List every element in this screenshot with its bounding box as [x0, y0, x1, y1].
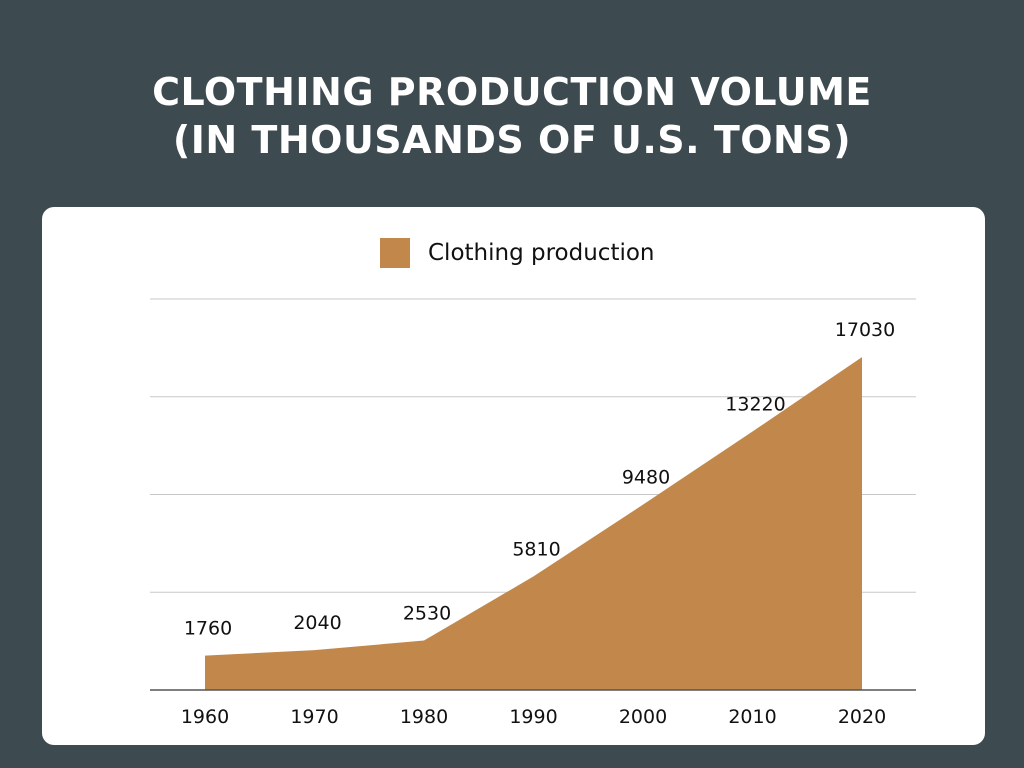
chart-title-line-2: (IN THOUSANDS OF U.S. TONS)	[172, 118, 852, 162]
x-tick-label: 2010	[728, 706, 776, 728]
data-label: 2530	[403, 603, 451, 625]
series-area-clothing-production	[205, 357, 862, 690]
chart-card: Clothing production 1760 2040 2530 5810 9480…	[42, 207, 985, 745]
legend-swatch	[380, 238, 410, 268]
x-tick-label: 1980	[400, 706, 448, 728]
x-tick-label: 1960	[181, 706, 229, 728]
area-chart: 1760 2040 2530 5810 9480 13220 17030 1960 1970 19…	[150, 298, 916, 728]
legend-label: Clothing production	[428, 240, 655, 266]
x-tick-label: 1990	[509, 706, 557, 728]
data-label: 13220	[725, 394, 785, 416]
data-label: 1760	[184, 618, 232, 640]
legend: Clothing production	[380, 238, 655, 268]
x-tick-label: 1970	[290, 706, 338, 728]
data-label: 2040	[293, 612, 341, 634]
chart-title: CLOTHING PRODUCTION VOLUME (IN THOUSANDS…	[0, 68, 1024, 164]
x-tick-label: 2020	[838, 706, 886, 728]
data-label: 9480	[622, 467, 670, 489]
x-tick-label: 2000	[619, 706, 667, 728]
data-label: 17030	[835, 319, 895, 341]
data-label: 5810	[512, 538, 560, 560]
chart-title-line-1: CLOTHING PRODUCTION VOLUME	[152, 70, 872, 114]
